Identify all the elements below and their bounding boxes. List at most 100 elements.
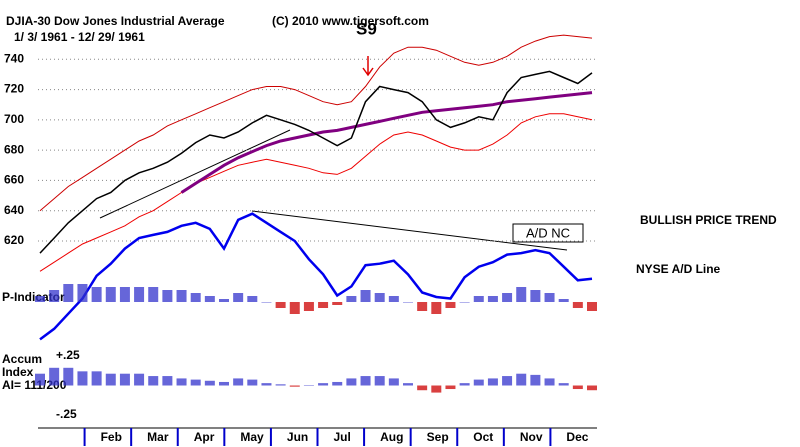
signal: S9 [356, 19, 377, 38]
accum-bar [473, 379, 484, 386]
y-tick-label: 700 [4, 112, 24, 126]
accum-bar [502, 376, 513, 386]
p-indicator-bar [219, 299, 229, 302]
p-indicator-bar [318, 302, 329, 308]
accum-bar [318, 383, 329, 386]
accum-bar [134, 373, 145, 386]
y-tick-label: 740 [4, 51, 24, 65]
signal-arrow [362, 56, 374, 77]
y-tick-label: 720 [4, 82, 24, 96]
accum-bar [346, 378, 357, 386]
accum-bar [587, 385, 597, 391]
p-indicator-bar [233, 293, 244, 302]
x-tick-label: Dec [566, 430, 588, 444]
p-indicator-bar [148, 287, 159, 302]
p-indicator-bar [487, 296, 498, 302]
lower-band [39, 113, 593, 272]
y-tick-label: 640 [4, 203, 24, 217]
x-tick-label: May [240, 430, 264, 444]
p-indicator-bar [445, 302, 456, 308]
x-tick-label: Oct [473, 430, 493, 444]
accum-bar [63, 367, 74, 386]
accum-bar [77, 371, 88, 386]
p-indicator-bar [530, 290, 541, 302]
p-indicator-bar [35, 296, 45, 302]
p-indicator-bar [303, 302, 314, 311]
accum-bar [445, 385, 456, 390]
accum-bar [544, 378, 555, 386]
accum-bar [91, 371, 102, 386]
trend-line [99, 129, 291, 219]
p-indicator-bar [190, 293, 201, 302]
p-indicator-bar [587, 302, 597, 311]
y-tick-label: 680 [4, 142, 24, 156]
upper-band [39, 34, 593, 212]
y-tick-label: 660 [4, 173, 24, 187]
accum-bar [530, 374, 541, 386]
accum-bar [204, 380, 215, 386]
x-tick-label: Apr [194, 430, 215, 444]
p-indicator-bar [417, 302, 428, 311]
accum-bar [558, 383, 569, 386]
ad-line [39, 212, 593, 341]
accum-bar [233, 378, 244, 386]
accum-bar [176, 378, 187, 386]
p-indicator-bar [473, 296, 484, 302]
accum-tick-label: -.25 [56, 407, 77, 421]
accum-bar [119, 373, 130, 386]
accum-bar [417, 385, 428, 391]
trend-note: BULLISH PRICE TREND [640, 213, 777, 227]
p-indicator-bar [459, 302, 470, 303]
p-indicator-bar [134, 287, 145, 302]
x-tick-label: Jul [334, 430, 351, 444]
note-box [512, 223, 584, 243]
x-tick-label: Mar [147, 430, 169, 444]
accum-bar [572, 385, 583, 390]
accum-bar [459, 383, 470, 386]
x-tick-label: Sep [427, 430, 449, 444]
p-indicator-bar [247, 296, 258, 302]
p-indicator-bar [91, 287, 102, 302]
accum-bar [148, 376, 159, 386]
accum-bar [275, 384, 286, 386]
accum-bar [388, 378, 399, 386]
trend-line [251, 210, 568, 251]
accum-bar [374, 376, 385, 386]
p-indicator-bar [502, 293, 513, 302]
price [39, 70, 593, 254]
accum-bar [49, 367, 60, 386]
accum-bar [332, 381, 343, 386]
p-indicator-bar [176, 290, 187, 302]
p-indicator-bar [162, 290, 173, 302]
accum-label: Index [2, 365, 34, 379]
p-indicator-bar [360, 290, 371, 302]
accum-bar [190, 379, 201, 386]
p-indicator-bar [572, 302, 583, 308]
x-tick-label: Nov [520, 430, 543, 444]
ad-note: A/D NC [526, 225, 570, 240]
accum-bar [516, 373, 527, 386]
p-indicator-bar [261, 302, 272, 303]
accum-bar [247, 379, 258, 386]
x-tick-label: Feb [101, 430, 122, 444]
copyright: (C) 2010 www.tigersoft.com [272, 14, 429, 28]
x-tick-label: Aug [380, 430, 403, 444]
x-tick-label: Jun [287, 430, 308, 444]
p-indicator-bar [516, 287, 527, 302]
accum-bar [431, 385, 442, 393]
p-indicator-bar [544, 293, 555, 302]
p-indicator-bar [63, 284, 74, 302]
p-indicator-bar [374, 293, 385, 302]
accum-label: Accum [2, 352, 42, 366]
date-range: 1/ 3/ 1961 - 12/ 29/ 1961 [14, 30, 145, 44]
accum-bar [360, 376, 371, 386]
accum-bar [162, 376, 173, 386]
accum-bar [487, 378, 498, 386]
p-indicator-bar [204, 296, 215, 302]
p-indicator-bar [346, 296, 357, 302]
p-indicator-bar [403, 302, 413, 303]
accum-bar [105, 373, 116, 386]
p-indicator-bar [275, 302, 286, 308]
p-indicator-bar [332, 302, 343, 305]
accum-bar [219, 381, 229, 386]
